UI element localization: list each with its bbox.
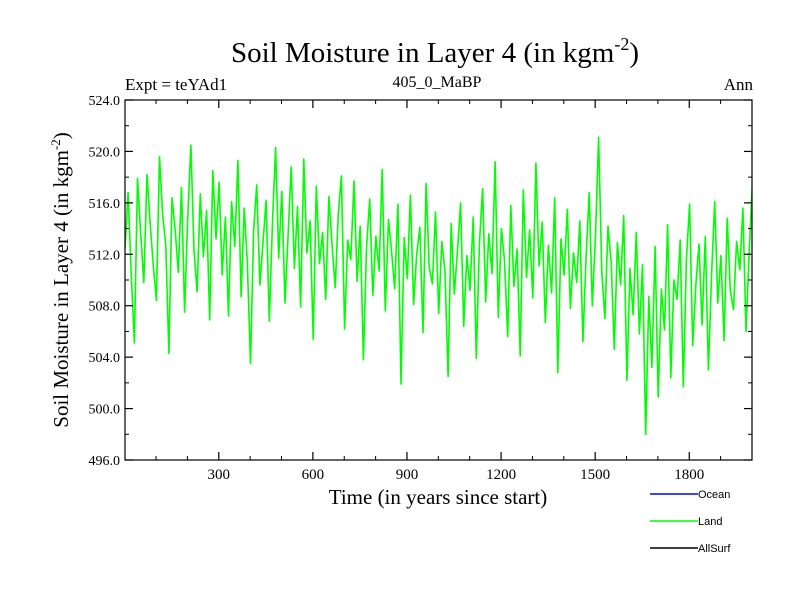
x-tick-label: 600 [302,467,325,483]
y-tick-label: 508.0 [89,300,121,315]
period-label: 405_0_MaBP [393,74,482,91]
y-tick-label: 524.0 [89,94,121,109]
legend-label-land: Land [698,516,722,528]
x-tick-label: 1200 [486,467,516,483]
y-tick-label: 520.0 [89,145,121,160]
x-tick-label: 1800 [674,467,704,483]
y-tick-label: 500.0 [89,403,121,418]
y-axis-label: Soil Moisture in Layer 4 (in kgm-2) [48,132,73,427]
legend: Ocean Land AllSurf [650,489,731,555]
x-axis-label: Time (in years since start) [329,485,548,509]
x-tick-label: 1500 [580,467,610,483]
y-tick-label: 504.0 [89,351,121,366]
x-axis: 300 600 900 1200 1500 1800 [155,100,722,483]
plot-frame [124,99,753,461]
chart-title: Soil Moisture in Layer 4 (in kgm-2) [231,34,639,69]
legend-label-allsurf: AllSurf [698,543,731,555]
y-tick-label: 512.0 [89,248,121,263]
experiment-label: Expt = teYAd1 [125,75,227,94]
series-line-land [125,136,752,436]
y-tick-label: 496.0 [89,454,121,469]
y-tick-label: 516.0 [89,197,121,212]
season-label: Ann [724,75,754,94]
legend-label-ocean: Ocean [698,489,730,501]
x-tick-label: 900 [396,467,419,483]
y-axis: 496.0 500.0 504.0 508.0 512.0 516.0 520.0 524.0 [89,94,752,469]
x-tick-label: 300 [208,467,231,483]
